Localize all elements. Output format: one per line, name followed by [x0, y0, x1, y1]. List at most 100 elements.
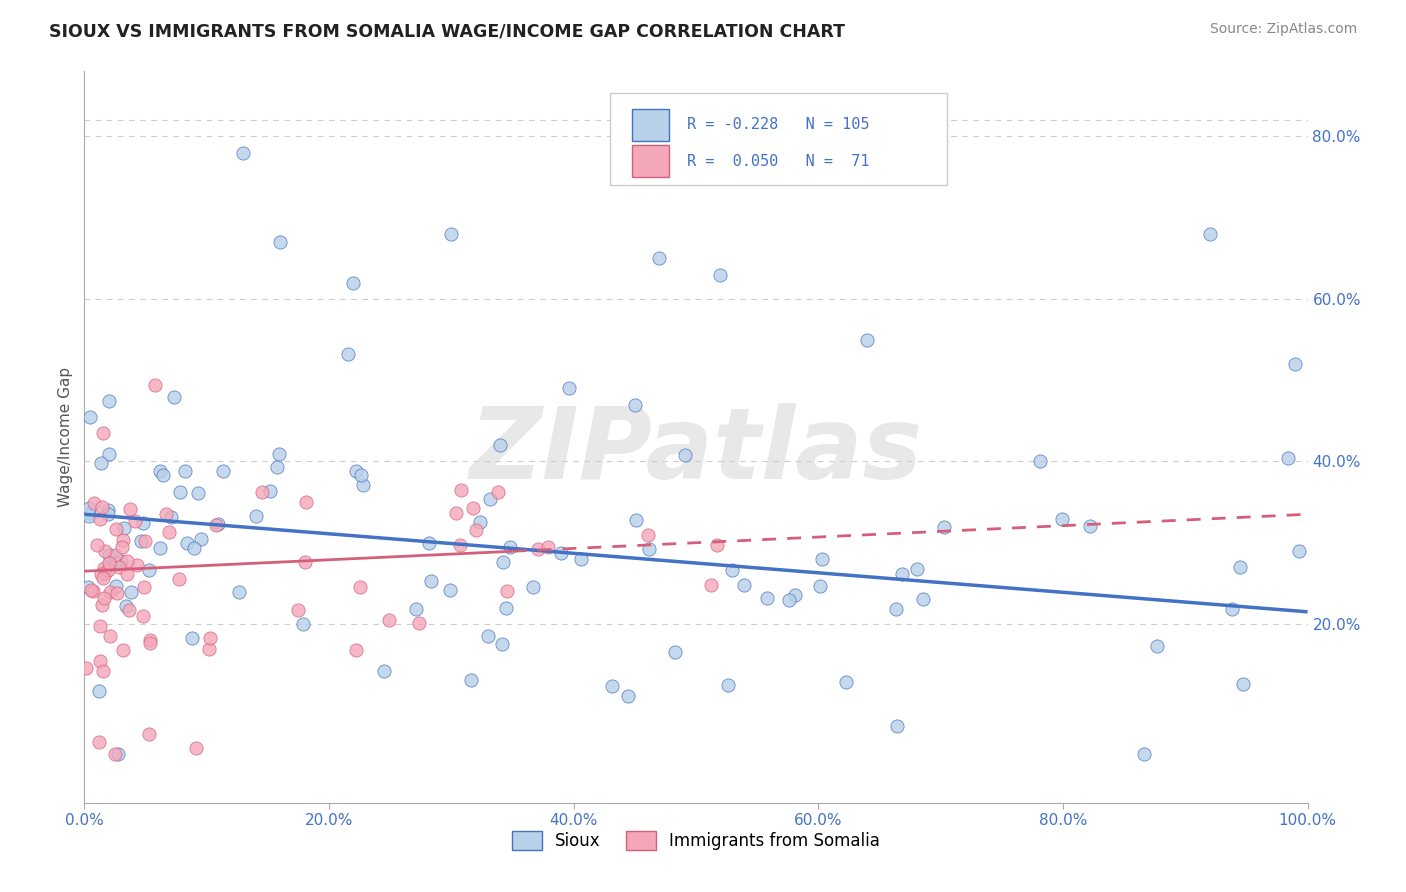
- Point: [468, 515, 491, 529]
- Point: [198, 641, 221, 656]
- Point: [1146, 639, 1168, 653]
- Point: [266, 460, 288, 475]
- Point: [83, 496, 105, 510]
- Point: [190, 532, 212, 546]
- Point: [267, 447, 290, 461]
- Point: [86, 538, 108, 552]
- Point: [97, 394, 120, 409]
- Point: [115, 599, 138, 613]
- Point: [184, 740, 207, 755]
- Point: [117, 566, 139, 581]
- Point: [79, 410, 101, 425]
- Point: [77, 500, 100, 515]
- Point: [449, 538, 471, 552]
- Point: [117, 603, 139, 617]
- Point: [492, 555, 515, 569]
- Point: [105, 586, 128, 600]
- Point: [465, 523, 488, 537]
- Point: [98, 630, 121, 644]
- Point: [77, 580, 100, 594]
- Point: [344, 465, 367, 479]
- Point: [82, 583, 104, 598]
- Point: [1288, 544, 1310, 558]
- Point: [104, 747, 127, 761]
- Point: [526, 542, 548, 557]
- Point: [105, 522, 128, 536]
- Point: [91, 425, 114, 440]
- Point: [1133, 747, 1156, 761]
- Point: [373, 664, 395, 678]
- Point: [149, 541, 172, 555]
- Point: [911, 591, 934, 606]
- Point: [1229, 560, 1251, 574]
- Point: [105, 579, 128, 593]
- Point: [478, 492, 501, 507]
- Point: [157, 525, 180, 540]
- Text: R =  0.050   N =  71: R = 0.050 N = 71: [688, 153, 870, 169]
- Point: [228, 584, 250, 599]
- Point: [755, 591, 778, 605]
- Point: [132, 516, 155, 531]
- Point: [145, 378, 167, 392]
- Point: [405, 601, 427, 615]
- Point: [108, 560, 131, 574]
- Point: [1232, 677, 1254, 691]
- Point: [891, 566, 914, 581]
- Point: [342, 276, 364, 290]
- Point: [461, 500, 484, 515]
- Point: [152, 467, 174, 482]
- Point: [112, 533, 135, 548]
- Point: [77, 506, 100, 520]
- Point: [89, 619, 111, 633]
- Point: [664, 645, 686, 659]
- Point: [124, 514, 146, 528]
- Point: [637, 528, 659, 542]
- Point: [103, 555, 125, 569]
- Point: [98, 585, 121, 599]
- Point: [163, 390, 186, 404]
- Point: [444, 506, 467, 520]
- Point: [624, 398, 647, 412]
- Point: [94, 544, 117, 558]
- Point: [420, 574, 443, 588]
- Point: [932, 520, 955, 534]
- Point: [721, 563, 744, 577]
- Point: [176, 536, 198, 550]
- Point: [139, 636, 162, 650]
- Point: [450, 483, 472, 497]
- Point: [489, 438, 512, 452]
- Point: [808, 579, 831, 593]
- Point: [138, 727, 160, 741]
- Point: [1078, 519, 1101, 533]
- Point: [198, 631, 221, 645]
- Point: [498, 540, 520, 554]
- Point: [245, 508, 267, 523]
- Point: [886, 719, 908, 733]
- Point: [569, 551, 592, 566]
- Point: [378, 613, 401, 627]
- Point: [352, 477, 374, 491]
- Point: [811, 552, 834, 566]
- Point: [159, 510, 181, 524]
- Point: [269, 235, 291, 249]
- Point: [169, 484, 191, 499]
- Point: [79, 508, 101, 523]
- Point: [104, 548, 127, 562]
- Point: [349, 580, 371, 594]
- Point: [173, 464, 195, 478]
- Point: [344, 643, 367, 657]
- Point: [97, 507, 120, 521]
- Point: [93, 561, 115, 575]
- Point: [349, 467, 371, 482]
- FancyBboxPatch shape: [610, 94, 946, 185]
- Point: [90, 500, 112, 514]
- Point: [616, 689, 638, 703]
- FancyBboxPatch shape: [633, 145, 669, 178]
- Point: [207, 516, 229, 531]
- Point: [477, 629, 499, 643]
- Point: [1028, 454, 1050, 468]
- Point: [550, 546, 572, 560]
- Point: [97, 563, 120, 577]
- Point: [252, 485, 274, 500]
- Point: [673, 448, 696, 462]
